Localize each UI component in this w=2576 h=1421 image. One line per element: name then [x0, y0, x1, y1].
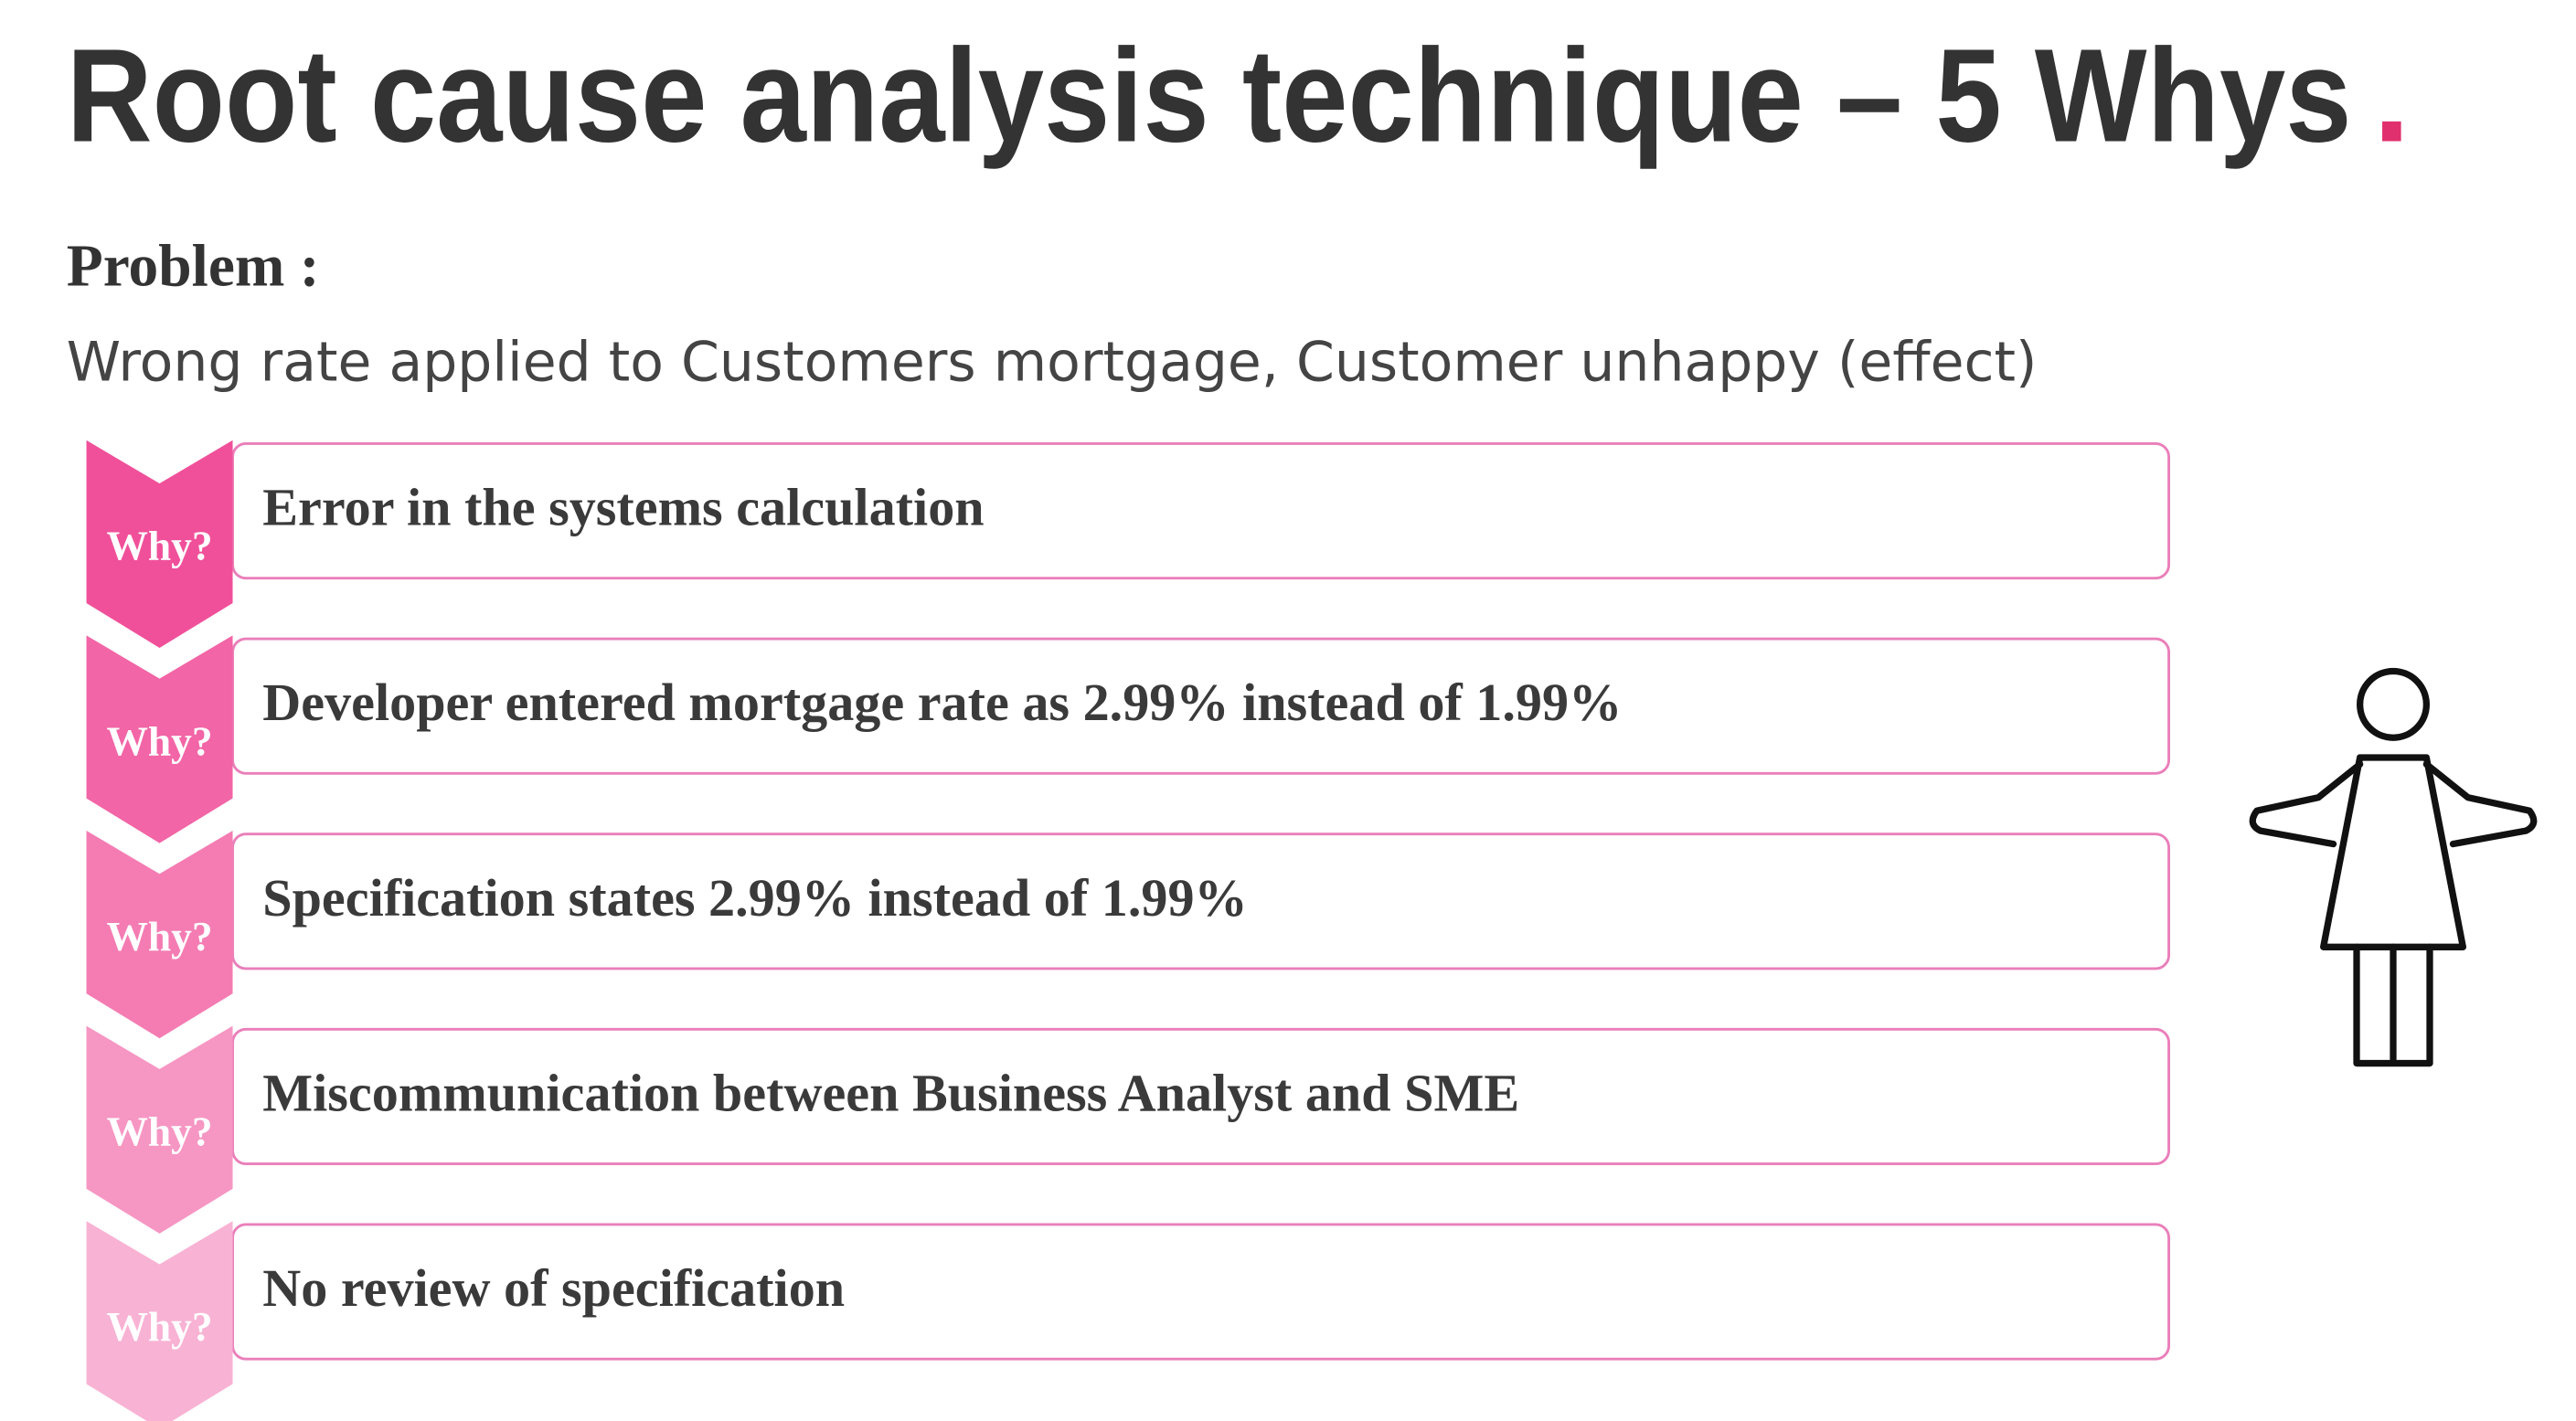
why-chevron — [86, 1025, 233, 1234]
why-row: Why? No review of specification — [86, 1221, 2171, 1421]
why-label: Why? — [106, 523, 212, 569]
person-icon — [2249, 667, 2538, 1067]
why-row: Why? Error in the systems calculation — [86, 440, 2171, 649]
why-row: Why? Miscommunication between Business An… — [86, 1025, 2171, 1234]
problem-label: Problem : — [67, 234, 320, 300]
why-label: Why? — [106, 717, 212, 764]
why-chevron — [86, 635, 233, 843]
why-label: Why? — [106, 1303, 212, 1350]
problem-text: Wrong rate applied to Customers mortgage… — [67, 330, 2038, 394]
why-list: Why?Error in the systems calculationWhy?… — [86, 440, 2171, 1421]
why-chevron — [86, 440, 233, 649]
why-text: No review of specification — [262, 1258, 845, 1318]
why-text: Miscommunication between Business Analys… — [262, 1063, 1519, 1122]
why-chevron — [86, 831, 233, 1039]
why-text: Developer entered mortgage rate as 2.99%… — [262, 673, 1622, 732]
title: Root cause analysis technique – 5 Whys — [67, 21, 2352, 170]
why-chevron — [86, 1221, 233, 1421]
why-label: Why? — [106, 1108, 212, 1155]
why-row: Why? Specification states 2.99% instead o… — [86, 831, 2171, 1039]
why-label: Why? — [106, 913, 212, 960]
why-row: Why? Developer entered mortgage rate as 2… — [86, 635, 2171, 843]
why-text: Specification states 2.99% instead of 1.… — [262, 868, 1247, 928]
why-text: Error in the systems calculation — [262, 478, 984, 537]
title-mark: . — [2373, 21, 2410, 170]
